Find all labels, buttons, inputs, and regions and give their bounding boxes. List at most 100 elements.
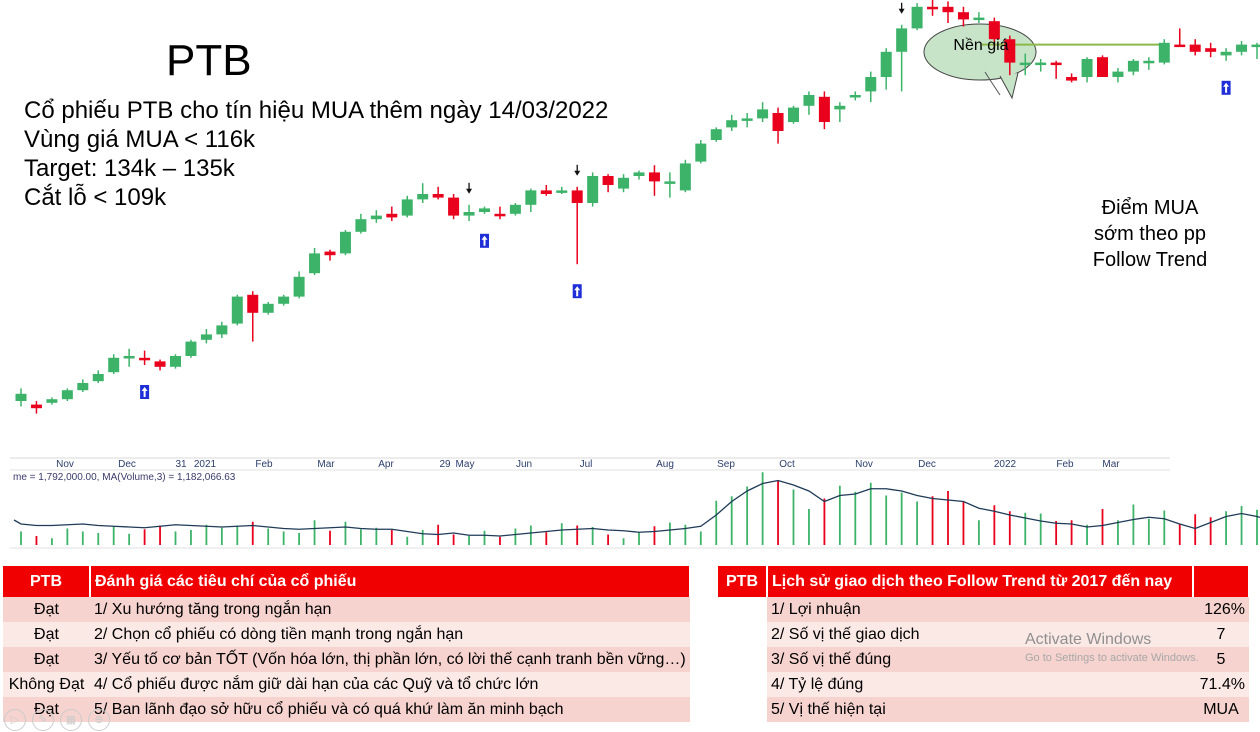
x-tick-label: Feb: [1056, 459, 1074, 470]
candle-body: [231, 296, 243, 324]
blank-cell: [718, 622, 767, 647]
candle-body: [509, 204, 521, 214]
candle-body: [1050, 62, 1062, 66]
candle-body: [942, 6, 954, 13]
play-icon[interactable]: ▷: [4, 709, 26, 731]
candle-body: [587, 176, 599, 203]
candle-body: [15, 393, 27, 401]
x-tick-label: Nov: [855, 459, 873, 470]
candle-body: [1035, 62, 1047, 66]
x-tick-label: Oct: [779, 459, 795, 470]
x-tick-label: Nov: [56, 459, 74, 470]
value-cell: 126%: [1193, 597, 1249, 622]
price-base-bubble-label: Nền giá: [953, 37, 1009, 54]
candle-body: [741, 118, 753, 121]
x-tick-label: Jun: [516, 459, 532, 470]
criterion-cell: 5/ Ban lãnh đạo sở hữu cổ phiếu và có qu…: [90, 697, 690, 722]
criteria-table: PTB Đánh giá các tiêu chí của cổ phiếu Đ…: [3, 566, 691, 722]
candle-body: [911, 6, 923, 29]
candle-body: [896, 28, 908, 52]
buy-arrow-icon: [574, 286, 581, 297]
candle-body: [648, 172, 660, 182]
volume-ma-line: [13, 479, 1260, 537]
candle-body: [1158, 42, 1170, 63]
candle-body: [988, 21, 1000, 40]
candle-body: [695, 143, 707, 162]
activation-watermark-subtitle: Go to Settings to activate Windows.: [1025, 652, 1199, 664]
x-tick-label: Feb: [255, 459, 273, 470]
candle-body: [525, 190, 537, 205]
pen-icon[interactable]: ✎: [32, 709, 54, 731]
candle-body: [757, 109, 769, 119]
candle-body: [309, 253, 321, 274]
candle-body: [401, 199, 413, 216]
table-header: PTB Lịch sử giao dịch theo Follow Trend …: [718, 566, 1250, 597]
sell-arrow-icon: [574, 170, 581, 176]
candle-body: [448, 197, 460, 216]
signal-line: Cổ phiếu PTB cho tín hiệu MUA thêm ngày …: [24, 97, 609, 124]
x-tick-label: Jul: [580, 459, 593, 470]
status-cell: Đạt: [3, 622, 90, 647]
candle-body: [30, 404, 42, 409]
candle-body: [788, 107, 799, 122]
table-row: 2/ Số vị thế giao dịch 7: [718, 622, 1249, 647]
candle-body: [1251, 44, 1260, 48]
candle-body: [1220, 51, 1232, 56]
table-row: 4/ Tỷ lệ đúng 71.4%: [718, 672, 1249, 697]
candlestick-chart: Nov Dec 31 2021 Feb Mar Apr 29 May Jun Jul Aug Sep Oc…: [10, 0, 1260, 549]
x-tick-label: 29: [439, 459, 451, 470]
candle-body: [1097, 57, 1108, 77]
x-tick-label: Sep: [717, 459, 735, 470]
candle-body: [556, 190, 568, 193]
callout-line: Follow Trend: [1092, 249, 1208, 271]
metric-cell: 2/ Số vị thế giao dịch: [767, 622, 1193, 647]
blank-cell: [718, 672, 767, 697]
callout-line: sớm theo pp: [1093, 223, 1207, 245]
history-table: PTB Lịch sử giao dịch theo Follow Trend …: [718, 566, 1250, 722]
candle-body: [386, 213, 398, 218]
value-cell: 7: [1193, 622, 1249, 647]
callout-line: Điểm MUA: [1101, 197, 1199, 219]
blank-cell: [718, 697, 767, 722]
value-cell: 5: [1193, 647, 1249, 672]
candle-body: [1205, 48, 1217, 52]
candle-body: [1112, 71, 1124, 77]
candle-body: [818, 96, 830, 122]
candle-body: [324, 251, 336, 256]
candle-body: [540, 190, 552, 194]
candle-body: [803, 95, 815, 106]
value-cell: MUA: [1193, 697, 1249, 722]
x-tick-label: Mar: [1102, 459, 1120, 470]
candle-body: [370, 215, 382, 220]
table-row: Đạt 3/ Yếu tố cơ bản TỐT (Vốn hóa lớn, t…: [3, 647, 690, 672]
candle-body: [618, 177, 630, 189]
sell-arrow-icon: [466, 188, 473, 194]
candle-body: [849, 95, 861, 98]
x-tick-label: 2022: [994, 459, 1017, 470]
table-row: Đạt 1/ Xu hướng tăng trong ngắn hạn: [3, 597, 690, 622]
signal-line: Target: 134k – 135k: [24, 155, 235, 182]
zoom-icon[interactable]: ⊕: [88, 709, 110, 731]
candle-body: [262, 303, 274, 313]
blank-cell: [718, 647, 767, 672]
candle-body: [957, 12, 969, 20]
layout-icon[interactable]: ▦: [60, 709, 82, 731]
criterion-cell: 2/ Chọn cổ phiếu có dòng tiền mạnh trong…: [90, 622, 690, 647]
candle-body: [1019, 62, 1031, 66]
header-cell: Đánh giá các tiêu chí của cổ phiếu: [90, 566, 691, 597]
x-tick-label: Aug: [656, 459, 674, 470]
metric-cell: 4/ Tỷ lệ đúng: [767, 672, 1193, 697]
candle-body: [339, 231, 351, 254]
candle-body: [432, 194, 444, 198]
candle-body: [139, 357, 151, 361]
buy-callout: Điểm MUA sớm theo pp Follow Trend: [1080, 195, 1220, 273]
candle-body: [46, 399, 58, 403]
x-tick-label: 2021: [194, 459, 217, 470]
candle-body: [417, 194, 429, 200]
status-cell: Đạt: [3, 647, 90, 672]
table-row: 3/ Số vị thế đúng 5: [718, 647, 1249, 672]
candle-body: [185, 341, 197, 356]
candle-body: [154, 361, 166, 367]
candle-body: [247, 294, 259, 313]
header-cell: PTB: [3, 566, 91, 597]
